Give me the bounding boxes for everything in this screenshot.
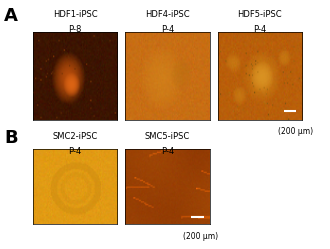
Text: P-4: P-4 — [161, 25, 174, 34]
Text: A: A — [4, 7, 18, 25]
Text: (200 μm): (200 μm) — [279, 127, 314, 136]
Text: SMC2-iPSC: SMC2-iPSC — [52, 132, 98, 141]
Text: HDF1-iPSC: HDF1-iPSC — [53, 10, 97, 19]
Text: (200 μm): (200 μm) — [183, 232, 218, 241]
Text: HDF4-iPSC: HDF4-iPSC — [145, 10, 190, 19]
Text: P-8: P-8 — [68, 25, 82, 34]
Text: SMC5-iPSC: SMC5-iPSC — [145, 132, 190, 141]
Text: HDF5-iPSC: HDF5-iPSC — [238, 10, 282, 19]
Text: B: B — [4, 129, 17, 147]
Text: P-4: P-4 — [161, 147, 174, 156]
Text: P-4: P-4 — [253, 25, 267, 34]
Text: P-4: P-4 — [68, 147, 82, 156]
